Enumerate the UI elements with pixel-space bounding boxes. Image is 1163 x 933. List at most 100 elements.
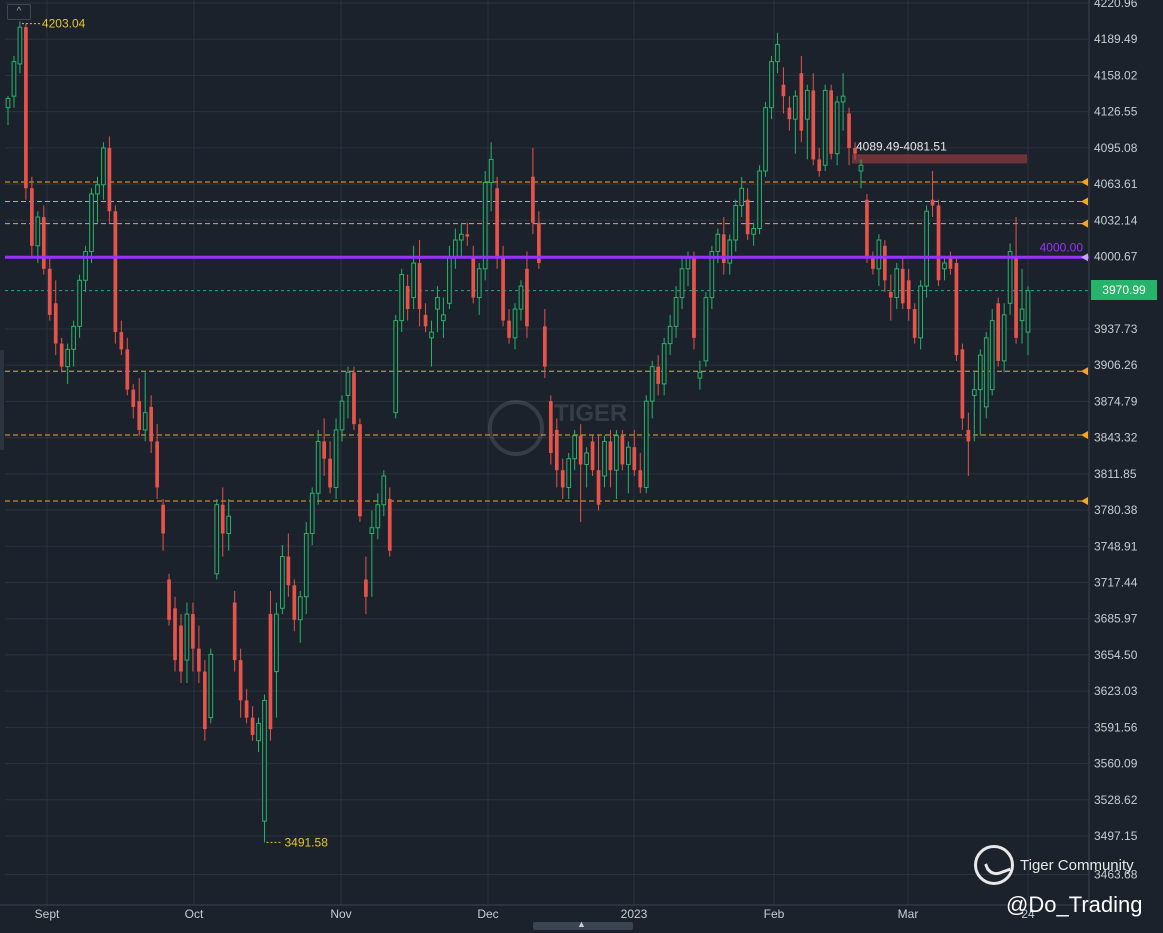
- watermark: TIGER: [488, 398, 668, 462]
- candle-body: [960, 349, 965, 419]
- y-tick-label: 3654.50: [1094, 648, 1138, 662]
- candle-body: [912, 309, 917, 338]
- candle-body: [71, 325, 76, 350]
- candle-body: [507, 320, 511, 338]
- candle-body: [250, 717, 255, 735]
- candle-body: [853, 147, 857, 154]
- y-tick-label: 3937.73: [1094, 322, 1138, 336]
- x-tick-label: 24: [1021, 907, 1035, 921]
- candle-body: [173, 608, 177, 661]
- candle-body: [602, 440, 607, 477]
- candle-body: [447, 256, 452, 304]
- candle-body: [322, 441, 326, 459]
- x-tick-label: Nov: [330, 907, 351, 921]
- candle-body: [721, 234, 726, 264]
- candle-body: [1025, 290, 1031, 333]
- candle-body: [458, 233, 464, 241]
- candle-body: [554, 429, 559, 471]
- candle-body: [179, 625, 183, 672]
- y-tick-label: 3463.68: [1094, 868, 1138, 882]
- candle-body: [829, 90, 834, 154]
- candle-body: [369, 527, 375, 534]
- y-tick-label: 3811.85: [1094, 467, 1137, 481]
- candle-body: [894, 268, 900, 299]
- candle-body: [5, 97, 11, 109]
- candle-body: [208, 653, 214, 719]
- candle-body: [966, 429, 971, 442]
- y-tick-label: 4126.55: [1094, 105, 1138, 119]
- candle-body: [405, 286, 410, 310]
- candle-body: [977, 354, 983, 391]
- candle-body: [24, 27, 28, 189]
- candle-body: [256, 722, 261, 742]
- y-tick-label: 3497.15: [1094, 829, 1138, 843]
- candle-body: [888, 291, 893, 298]
- last-price-badge: 3970.99: [1091, 280, 1157, 300]
- candle-body: [847, 113, 851, 148]
- y-tick-label: 3623.03: [1094, 684, 1138, 698]
- candle-body: [733, 205, 739, 241]
- candle-body: [286, 556, 291, 586]
- left-resize-handle[interactable]: [0, 350, 4, 450]
- candle-body: [119, 332, 124, 350]
- candle-body: [364, 579, 368, 597]
- candle-body: [17, 26, 23, 65]
- candle-body: [709, 251, 715, 299]
- candle-body: [817, 159, 822, 171]
- y-tick-label: 4158.02: [1094, 68, 1138, 82]
- candle-body: [417, 263, 422, 310]
- candle-body: [643, 400, 649, 488]
- y-tick-label: 4189.49: [1094, 32, 1138, 46]
- candle-body: [345, 371, 351, 396]
- candle-body: [292, 585, 297, 620]
- candle-body: [83, 251, 88, 281]
- candle-body: [673, 297, 679, 327]
- candle-body: [268, 614, 273, 730]
- watermark-text: TIGER: [554, 400, 628, 427]
- level-arrow-icon: [1081, 367, 1088, 376]
- candle-body: [149, 406, 154, 442]
- candle-body: [131, 389, 136, 407]
- candle-body: [667, 325, 673, 345]
- candle-body: [918, 285, 923, 339]
- scroll-up-arrow-icon[interactable]: ▲: [577, 919, 586, 929]
- candle-body: [476, 268, 482, 299]
- candle-body: [113, 211, 118, 333]
- candle-body: [525, 268, 529, 327]
- candle-body: [453, 239, 458, 258]
- candle-body: [518, 285, 524, 310]
- time-scrollbar[interactable]: ▲: [533, 919, 633, 930]
- collapse-button[interactable]: ^: [7, 4, 31, 20]
- y-tick-label: 3591.56: [1094, 720, 1138, 734]
- candle-body: [465, 234, 470, 237]
- candle-body: [871, 257, 875, 269]
- candle-body: [441, 314, 446, 322]
- candle-body: [769, 61, 774, 109]
- candle-body: [142, 412, 148, 431]
- candle-body: [727, 239, 733, 264]
- level-arrow-icon: [1081, 219, 1088, 228]
- y-tick-label: 4032.14: [1094, 213, 1138, 227]
- candle-body: [679, 268, 685, 299]
- y-tick-label: 3843.32: [1094, 431, 1138, 445]
- x-tick-label: Mar: [898, 907, 919, 921]
- candle-body: [822, 89, 828, 166]
- candle-body: [399, 274, 405, 322]
- x-tick-label: Feb: [764, 907, 785, 921]
- candle-body: [840, 95, 846, 103]
- candle-body: [501, 257, 505, 321]
- candle-body: [793, 95, 798, 120]
- candle-body: [745, 199, 750, 235]
- candle-body: [983, 337, 989, 408]
- price-zone: [852, 154, 1027, 164]
- candle-body: [471, 257, 476, 298]
- candle-body: [309, 492, 315, 534]
- candle-body: [692, 257, 696, 338]
- candle-body: [697, 371, 703, 379]
- x-tick-label: Dec: [477, 907, 498, 921]
- candle-body: [65, 348, 70, 368]
- candle-body: [584, 452, 589, 465]
- candle-body: [948, 257, 953, 269]
- tiger-logo-icon: [974, 845, 1014, 885]
